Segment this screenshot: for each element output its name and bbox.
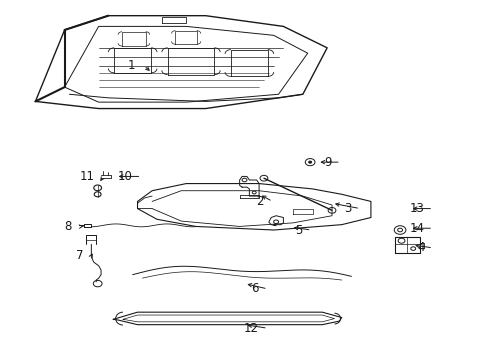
- Text: 12: 12: [244, 322, 259, 335]
- Text: 3: 3: [344, 202, 351, 215]
- Text: 9: 9: [324, 156, 331, 168]
- Text: 10: 10: [118, 170, 132, 183]
- Text: 1: 1: [127, 59, 135, 72]
- Text: 14: 14: [408, 222, 424, 235]
- Text: 11: 11: [80, 170, 95, 183]
- Text: 6: 6: [251, 283, 259, 296]
- Text: 7: 7: [76, 248, 83, 261]
- Text: 2: 2: [256, 195, 264, 208]
- Text: 8: 8: [64, 220, 72, 233]
- Text: 5: 5: [295, 224, 302, 237]
- Circle shape: [308, 161, 311, 163]
- Text: 4: 4: [416, 241, 424, 255]
- Text: 13: 13: [408, 202, 424, 215]
